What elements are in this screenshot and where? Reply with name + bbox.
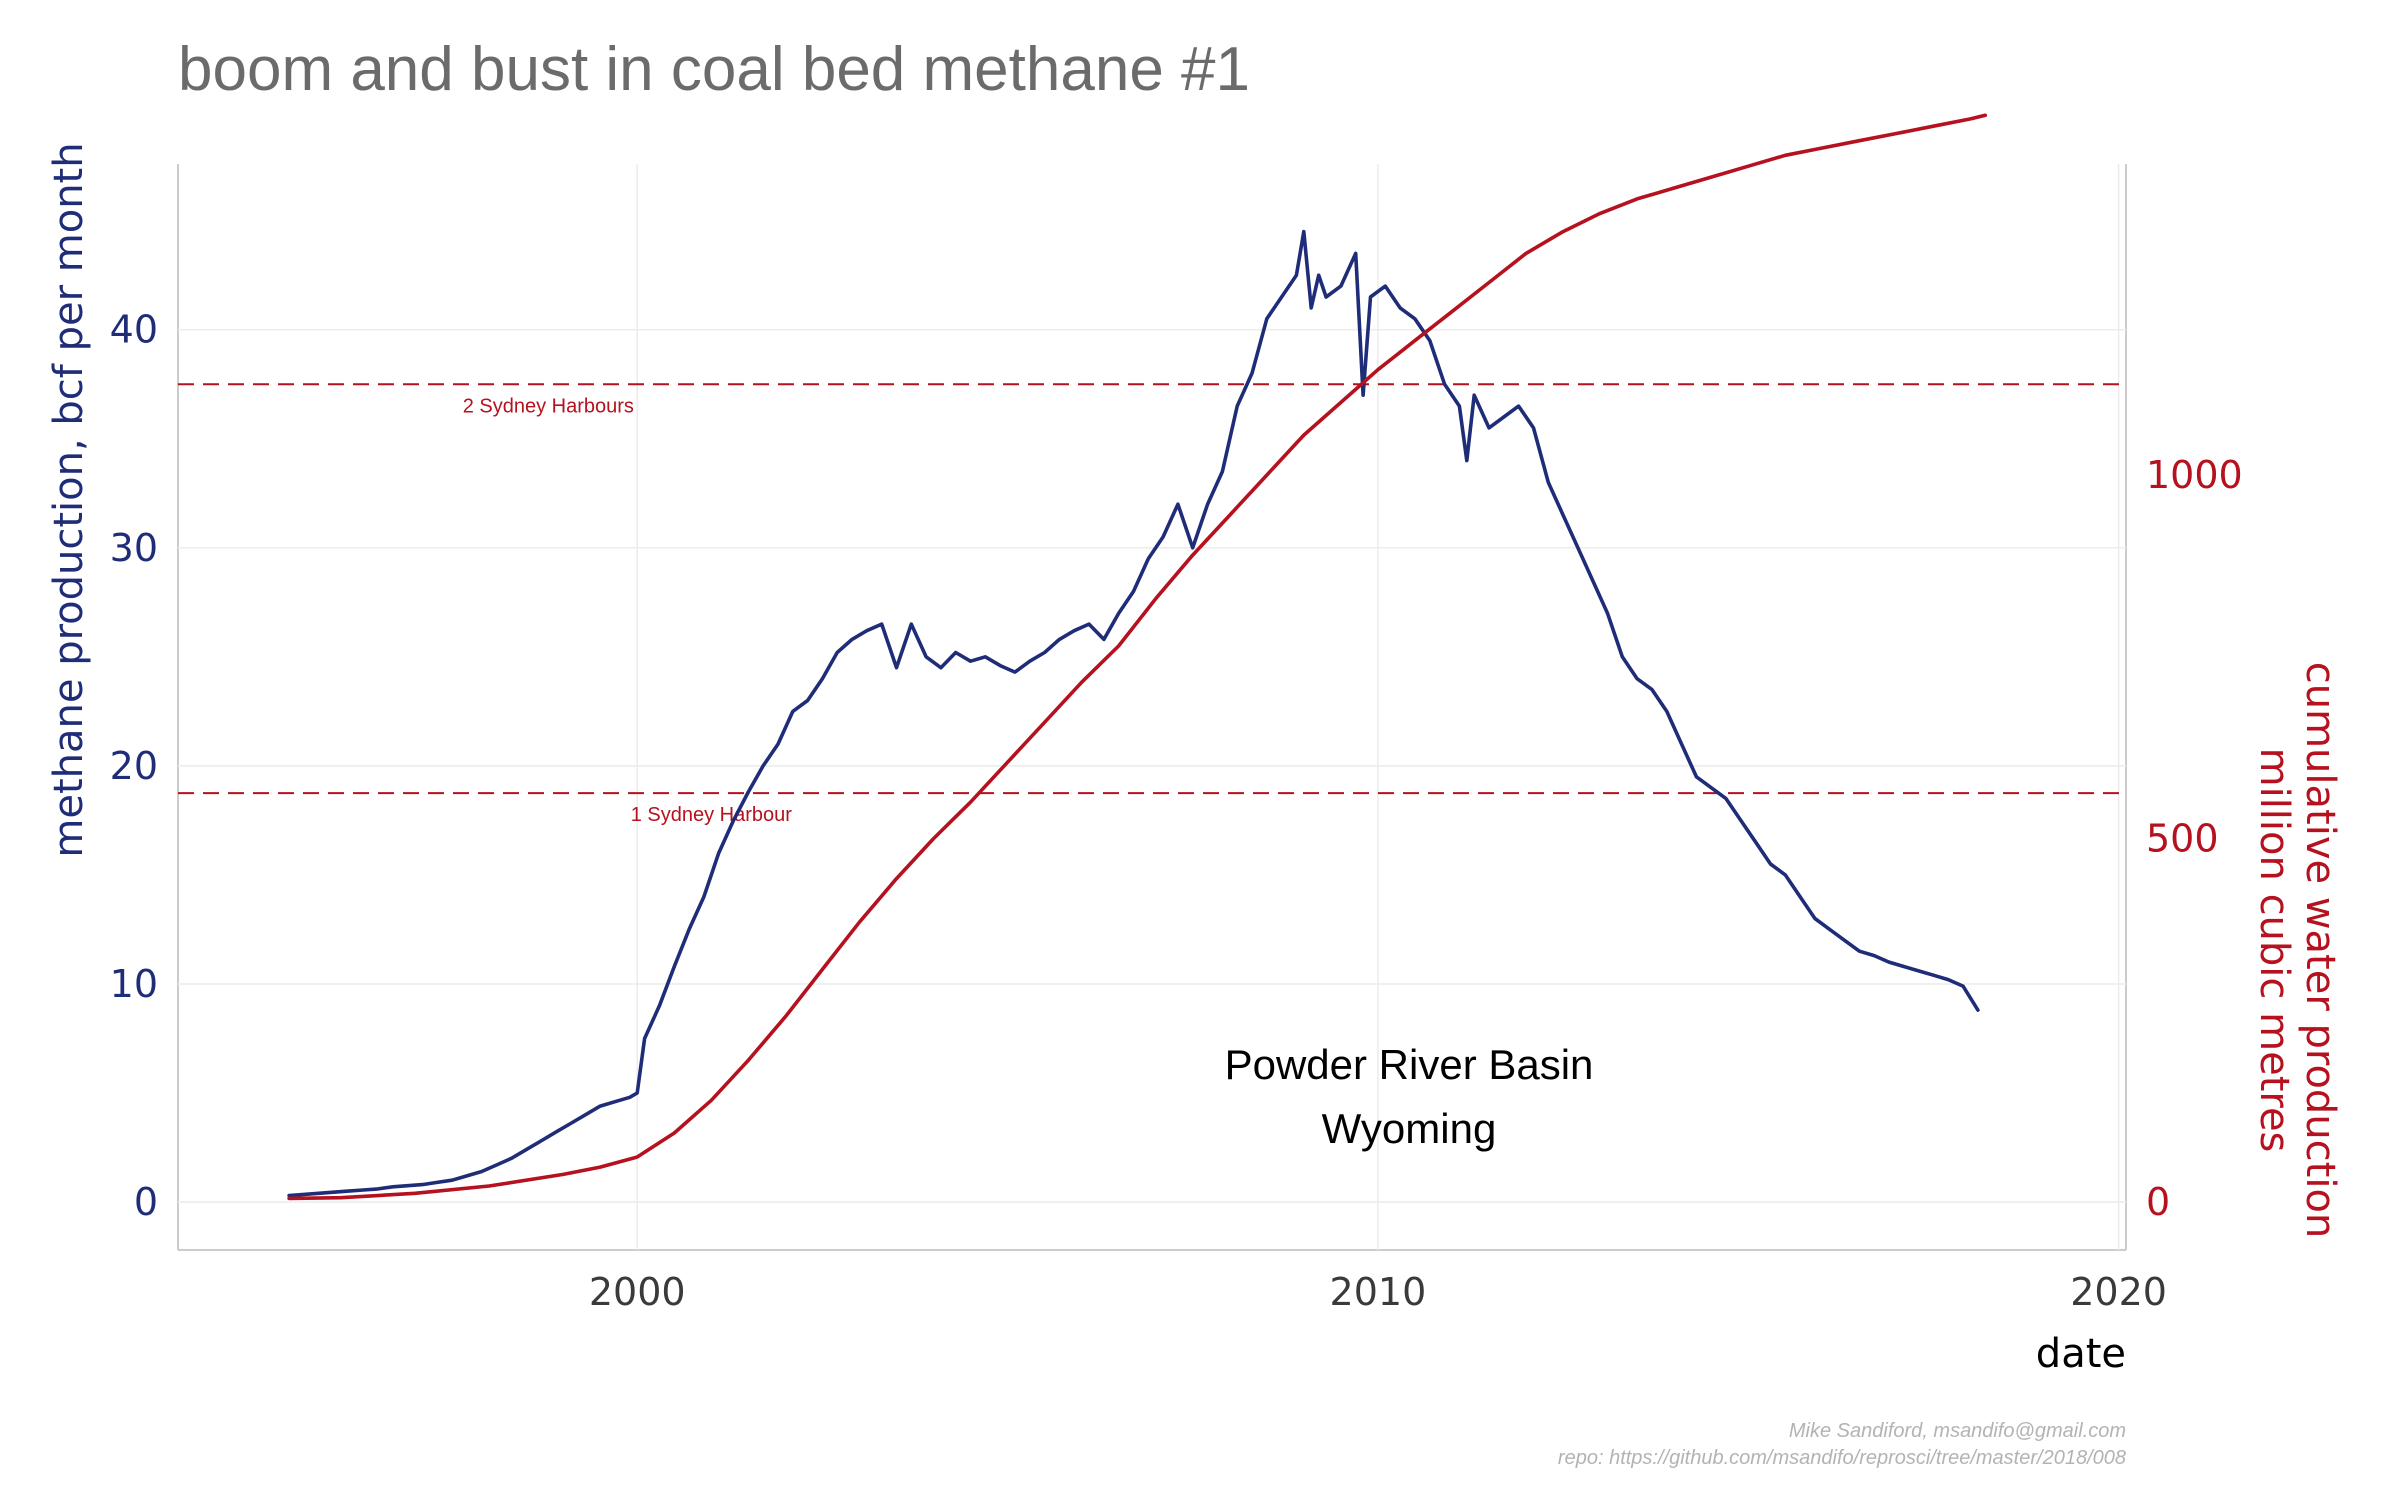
y-tick-label-left: 40 <box>110 308 158 352</box>
y-tick-label-left: 10 <box>110 962 158 1006</box>
y-tick-label-left: 20 <box>110 744 158 788</box>
y-axis-title-right-line2: million cubic metres <box>2251 748 2297 1153</box>
x-tick-label: 2000 <box>589 1270 686 1314</box>
caption-repo: repo: https://github.com/msandifo/repros… <box>1558 1447 2126 1469</box>
gridlines <box>178 164 2126 1250</box>
series-line-water <box>287 113 1988 1201</box>
series-lines <box>287 113 1988 1201</box>
y-axis-title-right-line1: cumulative water production <box>2297 662 2343 1239</box>
annotation-state: Wyoming <box>1322 1105 1497 1152</box>
y-tick-label-right: 0 <box>2146 1180 2170 1224</box>
reference-lines: 1 Sydney Harbour 2 Sydney Harbours <box>178 383 2126 826</box>
y-tick-label-left: 30 <box>110 526 158 570</box>
reference-line-label: 2 Sydney Harbours <box>463 395 634 417</box>
series-line-methane <box>287 229 1980 1198</box>
y-tick-label-right: 500 <box>2146 817 2219 861</box>
tick-labels: 0 10 20 30 40 0 500 1000 2000 2010 2020 <box>110 308 2243 1314</box>
y-axis-title-left: methane production, bcf per month <box>46 142 92 857</box>
x-axis-title: date <box>2036 1331 2126 1377</box>
caption-author: Mike Sandiford, msandifo@gmail.com <box>1789 1420 2126 1442</box>
x-tick-label: 2010 <box>1330 1270 1427 1314</box>
x-tick-label: 2020 <box>2070 1270 2167 1314</box>
reference-line-label: 1 Sydney Harbour <box>631 804 793 826</box>
y-tick-label-right: 1000 <box>2146 453 2243 497</box>
y-tick-label-left: 0 <box>134 1180 158 1224</box>
chart-title: boom and bust in coal bed methane #1 <box>178 35 1250 104</box>
annotation-basin: Powder River Basin <box>1225 1041 1594 1088</box>
